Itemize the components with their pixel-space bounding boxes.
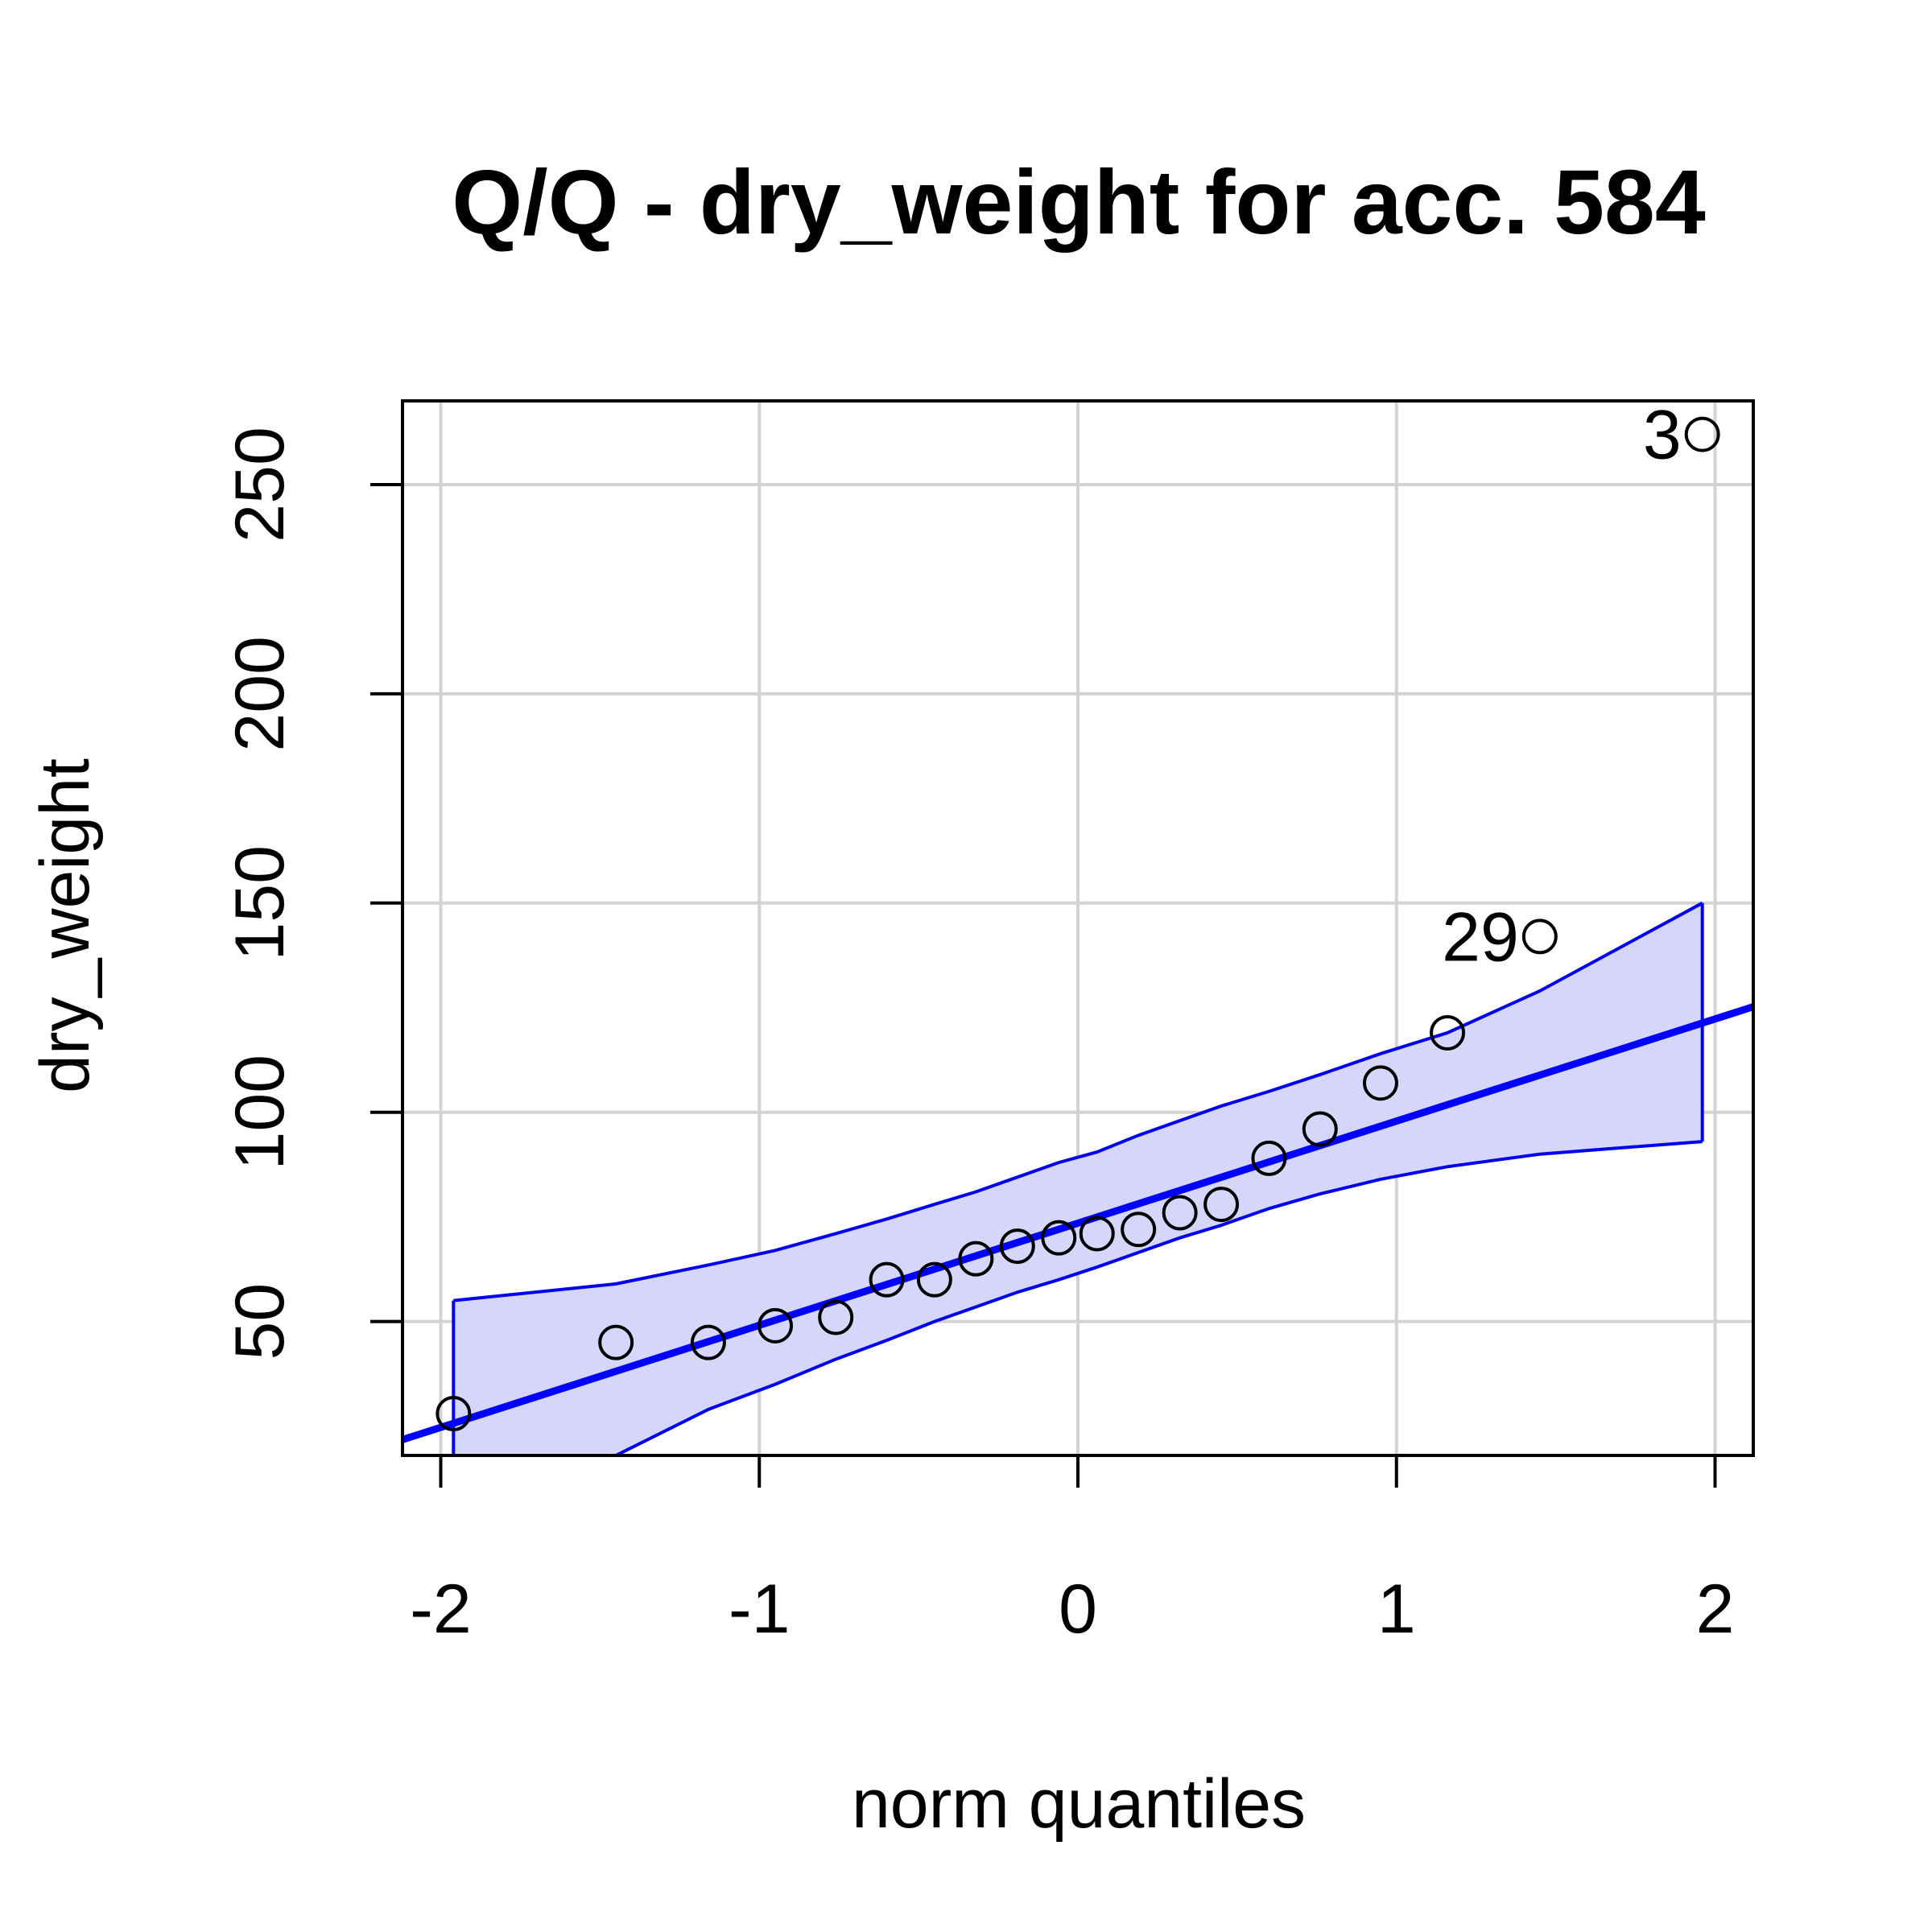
data-point — [1430, 1014, 1466, 1051]
confidence-band-lower — [613, 1140, 1703, 1455]
data-point — [1684, 416, 1720, 452]
data-point — [1162, 1195, 1198, 1231]
data-point — [1521, 919, 1558, 955]
point-labels: 29 3 — [1442, 397, 1682, 976]
data-points — [436, 416, 1720, 1432]
confidence-band-fill — [453, 902, 1703, 1455]
data-point — [1121, 1212, 1157, 1248]
data-point — [690, 1324, 726, 1360]
y-tick-label: 200 — [221, 636, 299, 752]
data-point — [999, 1228, 1035, 1265]
data-point — [1041, 1220, 1077, 1256]
x-tick-label: -2 — [410, 1571, 471, 1648]
reference-line — [402, 1003, 1753, 1443]
chart-title: Q/Q - dry_weight for acc. 584 — [452, 151, 1706, 253]
data-point — [1079, 1216, 1115, 1252]
x-tick-label: 2 — [1696, 1571, 1735, 1648]
x-tick-label: 1 — [1377, 1571, 1416, 1648]
y-axis-label: dry_weight — [27, 758, 104, 1093]
data-point — [818, 1299, 854, 1335]
data-point — [758, 1307, 794, 1344]
point-label: 3 — [1643, 397, 1682, 474]
data-point — [1302, 1111, 1338, 1147]
x-tick-label: 0 — [1059, 1571, 1097, 1648]
data-point — [1203, 1187, 1240, 1223]
data-point — [1251, 1140, 1287, 1176]
data-point — [598, 1324, 634, 1360]
y-tick-label: 150 — [221, 845, 299, 961]
data-point — [869, 1261, 905, 1298]
data-point — [916, 1261, 952, 1298]
data-point — [1362, 1065, 1398, 1101]
y-tick-label: 250 — [221, 427, 299, 543]
point-label: 29 — [1442, 898, 1519, 976]
x-tick-label: -1 — [729, 1571, 790, 1648]
data-point — [436, 1396, 472, 1432]
reference-line-group — [402, 1003, 1753, 1443]
data-point — [958, 1241, 994, 1277]
y-tick-label: 50 — [221, 1283, 299, 1360]
y-tick-label: 100 — [221, 1055, 299, 1170]
y-axis: 50 100 150 200 250 — [221, 427, 404, 1360]
confidence-band-upper — [453, 902, 1703, 1302]
x-axis: -2 -1 0 1 2 — [410, 1454, 1735, 1648]
x-axis-label: norm quantiles — [852, 1765, 1306, 1843]
